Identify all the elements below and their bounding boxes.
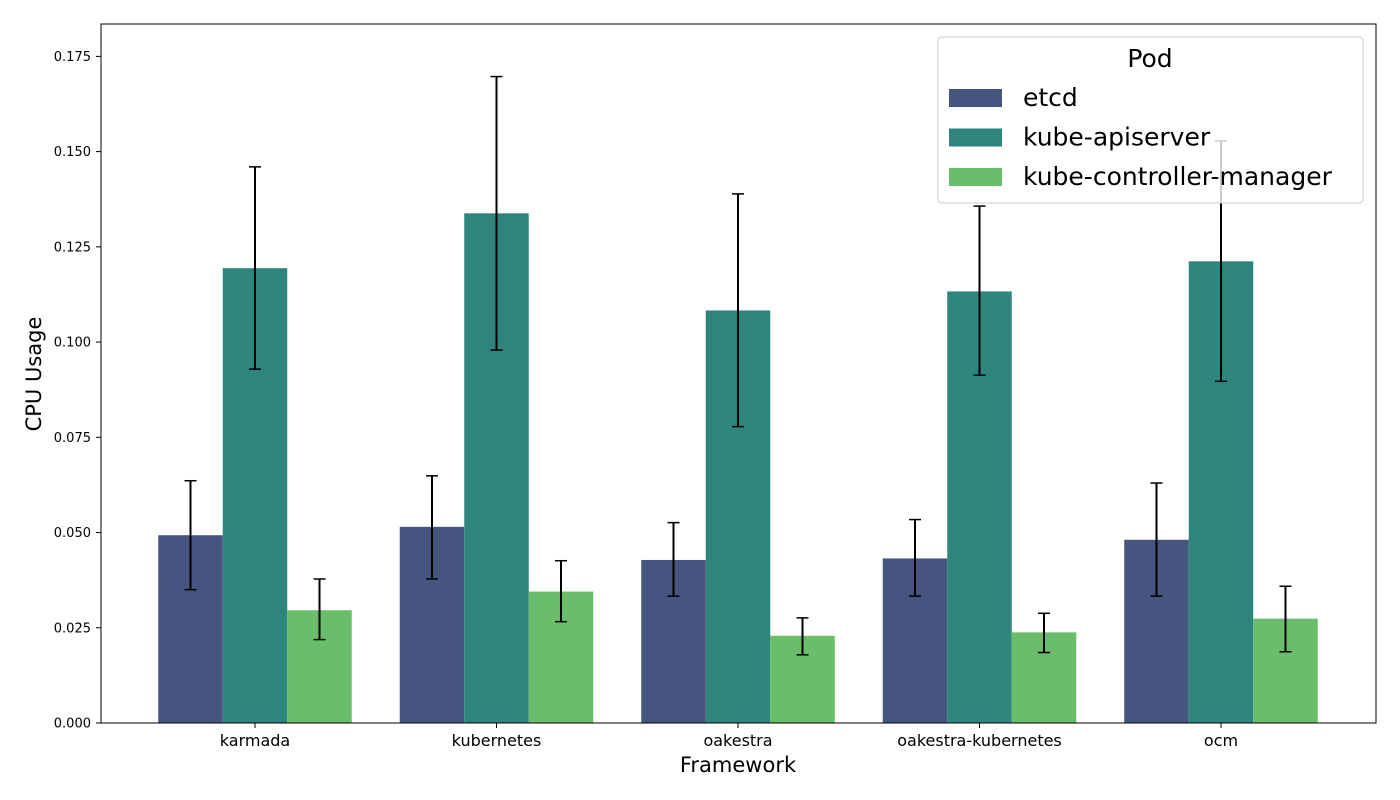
y-tick-label: 0.150 (54, 145, 91, 160)
legend-item-kube-apiserver: kube-apiserver (949, 123, 1211, 152)
legend-swatch (949, 128, 1002, 147)
legend-item-kube-controller-manager: kube-controller-manager (949, 162, 1333, 191)
y-tick-label: 0.075 (54, 431, 91, 446)
error-bar-kube-apiserver-oakestra (732, 193, 744, 428)
error-bar-etcd-oakestra (667, 521, 680, 597)
error-bar-kube-controller-manager-karmada (313, 578, 326, 641)
y-tick-label: 0.000 (54, 717, 91, 732)
legend: Pod etcd kube-apiserver kube-controller-man… (937, 36, 1364, 204)
error-bar-etcd-ocm (1150, 482, 1163, 597)
y-axis-label: CPU Usage (22, 317, 46, 432)
error-bar-etcd-oakestra-kubernetes (909, 518, 921, 597)
y-tick-label: 0.025 (54, 621, 91, 636)
x-axis-label: Framework (680, 753, 797, 777)
legend-label: kube-apiserver (1023, 123, 1211, 152)
y-tick-label: 0.050 (54, 526, 91, 541)
error-bar-kube-controller-manager-oakestra-kubernetes (1038, 612, 1050, 654)
x-tick-label: karmada (220, 731, 290, 750)
legend-label: kube-controller-manager (1023, 162, 1333, 191)
error-bar-kube-controller-manager-oakestra (796, 617, 809, 656)
y-axis: 0.000 0.025 0.050 0.075 0.100 0.125 0.150 0.175 (54, 50, 101, 732)
legend-item-etcd: etcd (949, 83, 1078, 112)
x-tick-label: ocm (1204, 731, 1238, 750)
legend-title: Pod (1127, 44, 1172, 73)
x-tick-label: oakestra-kubernetes (897, 731, 1062, 750)
y-tick-label: 0.175 (54, 50, 91, 65)
error-bar-kube-controller-manager-kubernetes (555, 559, 567, 623)
error-bar-etcd-karmada (184, 479, 197, 591)
x-axis: karmada kubernetes oakestra oakestra-kubern… (220, 723, 1238, 750)
y-tick-label: 0.125 (54, 240, 91, 255)
legend-label: etcd (1023, 83, 1078, 112)
error-bar-etcd-kubernetes (426, 475, 438, 580)
bars-layer (158, 213, 1318, 723)
legend-box (937, 36, 1364, 204)
error-bar-kube-apiserver-karmada (249, 166, 261, 370)
x-tick-label: kubernetes (452, 731, 542, 750)
x-tick-label: oakestra (703, 731, 772, 750)
error-bar-kube-apiserver-kubernetes (490, 75, 503, 351)
legend-swatch (949, 168, 1002, 186)
y-tick-label: 0.100 (54, 336, 91, 351)
legend-swatch (949, 89, 1002, 107)
error-bar-kube-controller-manager-ocm (1279, 585, 1292, 653)
error-bar-kube-apiserver-oakestra-kubernetes (973, 205, 986, 376)
